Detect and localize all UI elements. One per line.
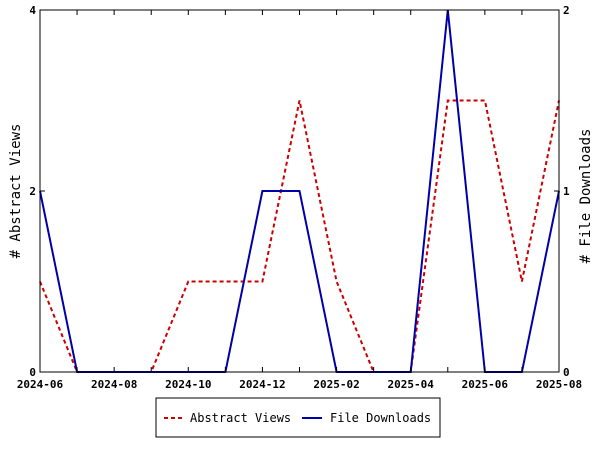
plot-layer: [39, 9, 560, 373]
legend: Abstract Views File Downloads: [155, 397, 441, 438]
x-tick-label: 2024-12: [239, 378, 285, 391]
y-axis-right-title: # File Downloads: [578, 129, 594, 264]
y-left-tick-label: 2: [29, 185, 36, 198]
y-right-tick-label: 2: [563, 4, 570, 17]
y-right-tick-label: 0: [563, 366, 570, 379]
legend-label-abstract-views: Abstract Views: [190, 411, 291, 425]
x-tick-label: 2024-06: [17, 378, 64, 391]
x-tick-label: 2024-08: [91, 378, 137, 391]
x-tick-label: 2025-04: [388, 378, 435, 391]
x-tick-label: 2025-02: [313, 378, 359, 391]
x-tick-label: 2024-10: [165, 378, 211, 391]
y-left-tick-label: 4: [29, 4, 36, 17]
x-tick-label: 2025-06: [462, 378, 509, 391]
ticks-layer: 2024-06 2024-08 2024-10 2024-12 2025-02 2025-…: [17, 4, 582, 391]
y-axis-left-title: # Abstract Views: [8, 124, 24, 259]
y-right-tick-label: 1: [563, 185, 570, 198]
x-tick-label: 2025-08: [536, 378, 582, 391]
legend-box: [155, 397, 441, 438]
legend-label-file-downloads: File Downloads: [330, 411, 431, 425]
y-left-tick-label: 0: [29, 366, 36, 379]
